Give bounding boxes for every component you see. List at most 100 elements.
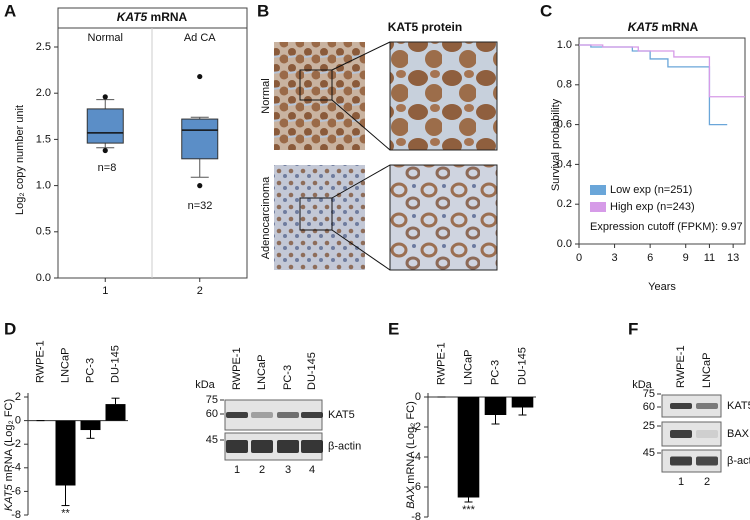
lane-number: 1 <box>234 464 240 476</box>
blot-band <box>696 403 718 409</box>
annotation: n=32 <box>188 200 213 212</box>
marker-label: 75 <box>643 388 655 400</box>
band-label: BAX <box>727 428 750 440</box>
category-label: RWPE-1 <box>435 342 447 385</box>
bar <box>55 420 76 486</box>
flier <box>102 147 108 154</box>
x-tick-label: 13 <box>727 252 739 264</box>
y-axis-label: KAT5 mRNA (Log₂ FC) <box>3 399 15 511</box>
band-label: β-actin <box>727 455 750 467</box>
ihc-zoom <box>389 164 498 271</box>
panel-letter: B <box>257 1 269 20</box>
category-label: DU-145 <box>109 345 121 383</box>
y-axis-label: BAX mRNA (Log₂ FC) <box>405 401 417 509</box>
lane-number: 2 <box>704 476 710 488</box>
lane-number: 2 <box>259 464 265 476</box>
panel-letter: E <box>388 319 399 338</box>
y-tick-label: -4 <box>411 451 421 463</box>
band-label: β-actin <box>328 440 361 452</box>
blot-band <box>226 440 248 453</box>
y-tick-label: -2 <box>411 421 421 433</box>
lane-label: PC-3 <box>282 365 294 390</box>
y-tick-label: -6 <box>411 481 421 493</box>
lane-number: 4 <box>309 464 315 476</box>
survival-curve <box>579 44 745 98</box>
zoom-line <box>331 164 391 199</box>
y-tick-label: -8 <box>11 509 21 520</box>
lane-label: RWPE-1 <box>675 345 687 388</box>
panel-title: KAT5 protein <box>388 20 462 34</box>
y-tick-label: 0.6 <box>557 119 572 131</box>
chart-title: KAT5 mRNA <box>628 20 699 34</box>
box <box>181 118 219 160</box>
blot-band <box>251 440 273 453</box>
inset-box <box>299 197 333 231</box>
blot-band <box>277 440 299 453</box>
ihc-zoom <box>389 41 498 151</box>
marker-label: 75 <box>206 394 218 406</box>
y-tick-label: 0 <box>415 391 421 403</box>
marker-label: 60 <box>206 408 218 420</box>
y-tick-label: 1.0 <box>36 180 51 192</box>
flier <box>102 94 108 100</box>
lane-label: LNCaP <box>701 353 713 388</box>
category-label: PC-3 <box>489 360 501 385</box>
group-label: Normal <box>88 32 123 44</box>
zoom-line <box>331 41 391 71</box>
legend-swatch <box>590 202 606 212</box>
lane-label: LNCaP <box>256 355 268 390</box>
unit-label: kDa <box>195 379 215 391</box>
marker-label: 60 <box>643 401 655 413</box>
ihc-image <box>274 165 365 270</box>
marker-label: 45 <box>206 434 218 446</box>
x-tick-label: 6 <box>647 252 653 264</box>
panel-letter: F <box>628 319 638 338</box>
y-tick-label: 0.5 <box>36 226 51 238</box>
blot-band <box>670 403 692 409</box>
category-label: RWPE-1 <box>34 340 46 383</box>
x-axis-label: Years <box>648 281 676 293</box>
row-label: Adenocarcinoma <box>260 176 272 259</box>
flier <box>197 183 203 189</box>
significance: *** <box>462 504 476 516</box>
y-tick-label: 0.0 <box>36 272 51 284</box>
row-label: Normal <box>260 78 272 113</box>
blot-band <box>251 412 273 418</box>
inset-box <box>299 69 333 101</box>
bar <box>457 397 480 498</box>
x-tick-label: 2 <box>197 285 203 297</box>
y-tick-label: -8 <box>411 511 421 520</box>
panel-letter: C <box>540 1 552 20</box>
y-tick-label: 2.0 <box>36 87 51 99</box>
x-tick-label: 0 <box>576 252 582 264</box>
blot-band <box>277 412 299 418</box>
legend-label: Low exp (n=251) <box>610 184 692 196</box>
x-tick-label: 11 <box>704 252 715 264</box>
band-label: KAT5 <box>727 400 750 412</box>
panel-letter: A <box>4 1 16 20</box>
y-tick-label: 0.0 <box>557 238 572 250</box>
blot-band <box>696 430 718 438</box>
y-tick-label: 1.0 <box>557 39 572 51</box>
legend-label: High exp (n=243) <box>610 201 695 213</box>
y-tick-label: -4 <box>11 462 21 474</box>
marker-label: 25 <box>643 420 655 432</box>
box <box>86 108 124 144</box>
x-tick-label: 3 <box>612 252 618 264</box>
significance: ** <box>61 507 70 519</box>
lane-number: 3 <box>285 464 291 476</box>
band-label: KAT5 <box>328 409 355 421</box>
flier <box>197 73 203 80</box>
lane-label: RWPE-1 <box>231 347 243 390</box>
blot-band <box>670 430 692 438</box>
blot-band <box>670 456 692 466</box>
zoom-line <box>331 99 391 151</box>
y-tick-label: 2 <box>15 391 21 403</box>
y-axis-label: Log₂ copy number unit <box>14 105 26 215</box>
ihc-image <box>274 42 365 150</box>
y-tick-label: 0.2 <box>557 198 572 210</box>
lane-label: DU-145 <box>306 352 318 390</box>
blot-band <box>301 412 323 418</box>
bar <box>105 404 126 421</box>
